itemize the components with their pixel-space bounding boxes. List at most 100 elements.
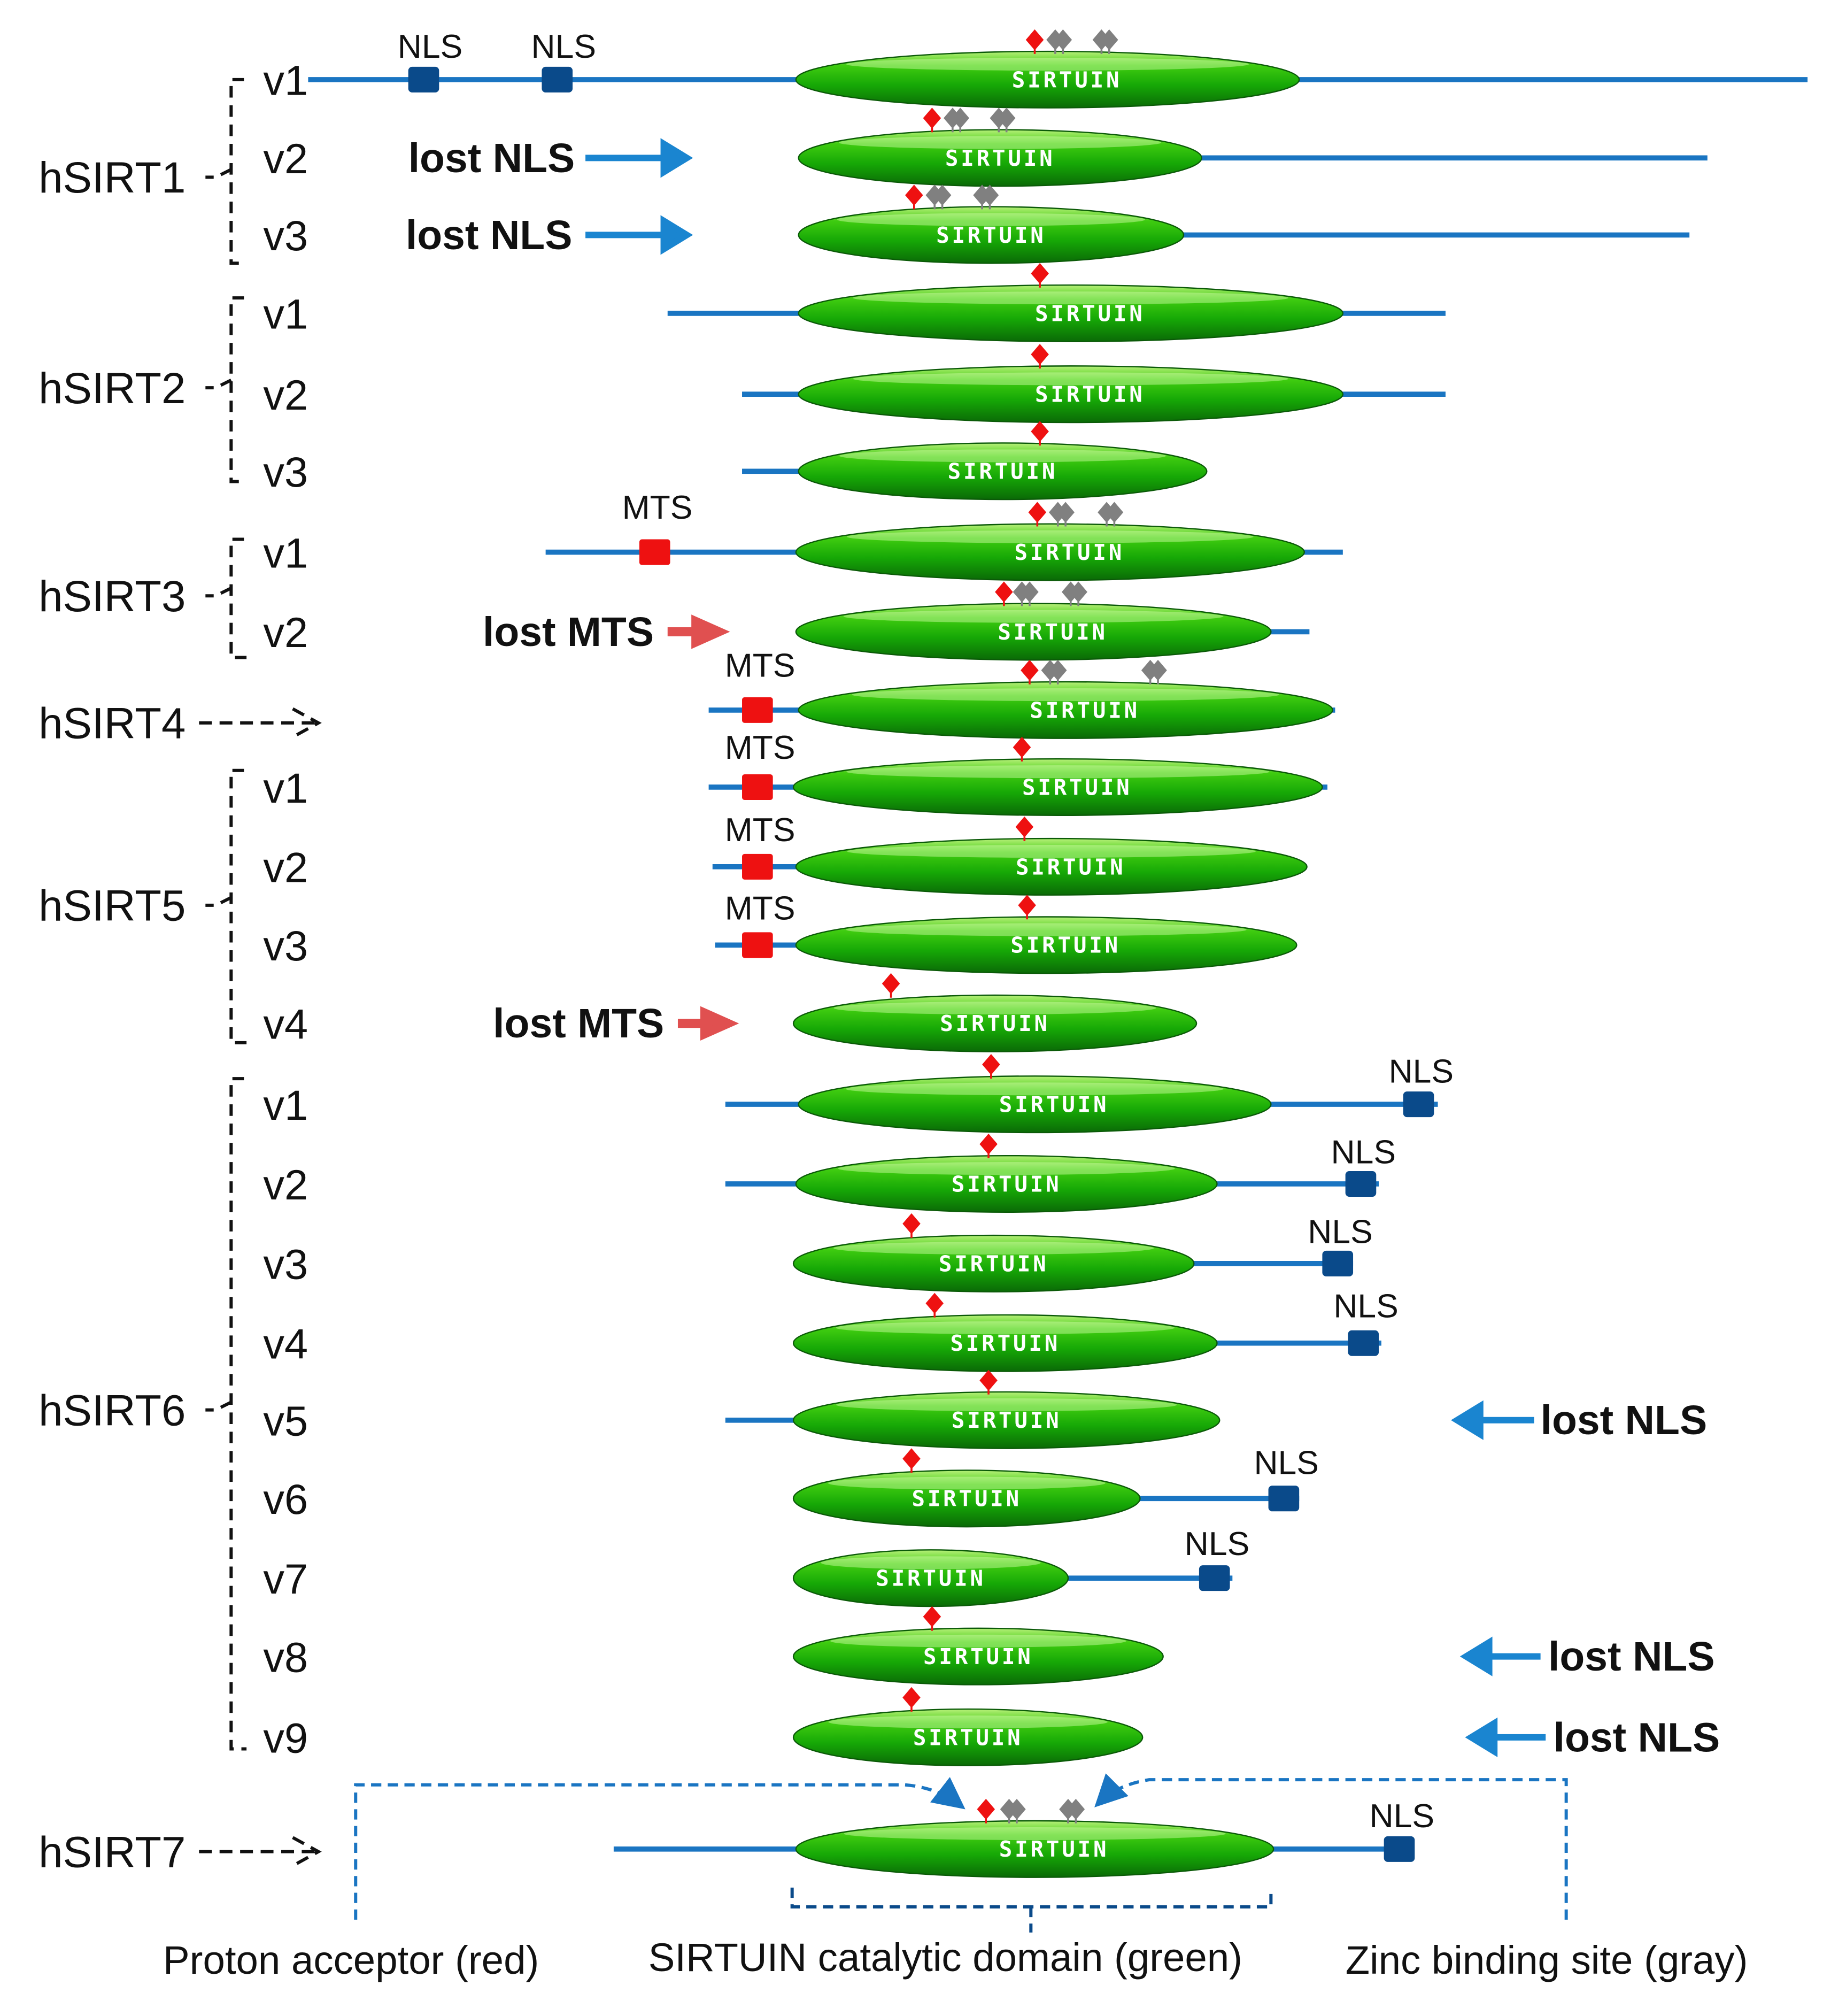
- nls-box: [1322, 1250, 1354, 1276]
- domain-label: SIRTUIN: [952, 1171, 1062, 1197]
- domain-highlight: [836, 1398, 1177, 1411]
- zinc-binding-icon: [980, 184, 999, 210]
- proton-acceptor-icon: [1013, 736, 1031, 761]
- domain-highlight: [836, 1321, 1175, 1334]
- domain-highlight: [844, 1827, 1226, 1841]
- lost-annotation: lost MTS: [493, 1001, 664, 1047]
- domain-label: SIRTUIN: [1030, 697, 1140, 723]
- domain-label: SIRTUIN: [1035, 382, 1145, 407]
- zinc-binding-icon: [1054, 29, 1072, 54]
- sirtuin-domain: [792, 1627, 1164, 1686]
- isoform-row: v4 SIRTUIN lost MTS: [263, 973, 1198, 1052]
- sirtuin-domain: [798, 681, 1333, 739]
- lost-annotation: lost NLS: [406, 212, 573, 258]
- nls-label: NLS: [1331, 1134, 1396, 1171]
- nls-box: [1384, 1836, 1415, 1862]
- isoform-row: v3 SIRTUIN lost NLS: [263, 184, 1690, 264]
- group-hsirt7: hSIRT7 SIRTUIN NLS: [38, 1797, 1434, 1878]
- domain-label: SIRTUIN: [1016, 854, 1126, 880]
- sirtuin-domain: [798, 129, 1202, 187]
- isoform-label: v2: [263, 371, 308, 419]
- domain-label: SIRTUIN: [945, 145, 1055, 171]
- mts-box: [742, 853, 773, 880]
- domain-highlight: [839, 136, 1162, 149]
- sirtuin-domain: [792, 1314, 1218, 1372]
- domain-highlight: [853, 291, 1289, 305]
- proton-acceptor-icon: [902, 1213, 921, 1238]
- mts-box: [742, 697, 773, 723]
- domain-label: SIRTUIN: [936, 222, 1046, 248]
- mts-box: [742, 774, 773, 800]
- legend-proton-acceptor: Proton acceptor (red): [163, 1938, 539, 1982]
- domain-label: SIRTUIN: [923, 1644, 1033, 1669]
- zinc-binding-icon: [951, 107, 970, 133]
- isoform-label: v9: [263, 1714, 308, 1762]
- mts-label: MTS: [725, 811, 795, 849]
- mts-label: MTS: [725, 647, 795, 684]
- sirtuin-domain: [792, 1469, 1141, 1528]
- isoform-label: v1: [263, 529, 308, 576]
- domain-label: SIRTUIN: [952, 1407, 1062, 1433]
- domain-highlight: [821, 1556, 1041, 1569]
- domain-highlight: [846, 923, 1247, 936]
- proton-acceptor-icon: [923, 1606, 941, 1631]
- isoform-row: v8 SIRTUIN lost NLS: [263, 1606, 1715, 1686]
- group-bracket: [205, 768, 247, 1044]
- isoform-row: v2 SIRTUIN MTS: [263, 811, 1308, 896]
- domain-label: SIRTUIN: [1010, 933, 1121, 958]
- domain-highlight: [833, 1242, 1154, 1255]
- proton-acceptor-icon: [923, 107, 941, 133]
- sirtuin-domain: [798, 284, 1344, 342]
- isoform-row: v2 SIRTUIN lost MTS: [263, 581, 1310, 661]
- zinc-binding-icon: [1105, 502, 1124, 527]
- domain-label: SIRTUIN: [950, 1330, 1060, 1356]
- group-label: hSIRT4: [38, 699, 186, 748]
- group-label: hSIRT3: [38, 572, 186, 621]
- nls-box: [1199, 1565, 1230, 1591]
- proton-acceptor-icon: [1018, 895, 1036, 920]
- group-hsirt3: hSIRT3 v1 SIRTUIN MTS v2 SIRTUIN lost MTS: [38, 489, 1343, 661]
- isoform-label: v3: [263, 1241, 308, 1288]
- domain-highlight: [846, 530, 1254, 543]
- domain-highlight: [843, 610, 1224, 623]
- proton-acceptor-icon: [1031, 344, 1049, 369]
- isoform-label: v3: [263, 922, 308, 969]
- zinc-binding-icon: [933, 184, 952, 210]
- lost-annotation: lost NLS: [408, 135, 575, 181]
- sirtuin-domain: [795, 523, 1305, 581]
- domain-highlight: [847, 845, 1256, 858]
- group-bracket: [205, 296, 247, 483]
- isoform-row: v3 SIRTUIN: [263, 421, 1208, 501]
- domain-highlight: [839, 449, 1166, 463]
- domain-label: SIRTUIN: [1022, 774, 1132, 800]
- domain-highlight: [833, 1001, 1156, 1015]
- lost-arrow-icon: [585, 215, 693, 255]
- mts-label: MTS: [725, 729, 795, 766]
- zinc-binding-icon: [1021, 581, 1039, 606]
- lost-annotation: lost MTS: [483, 609, 654, 655]
- isoform-label: v1: [263, 764, 308, 812]
- nls-box: [408, 66, 439, 93]
- proton-acceptor-icon: [1015, 816, 1034, 841]
- domain-label: SIRTUIN: [999, 1836, 1109, 1862]
- nls-box: [542, 66, 573, 93]
- isoform-row: v2 SIRTUIN: [263, 344, 1446, 424]
- sirtuin-domain: [798, 1075, 1272, 1134]
- isoform-label: v2: [263, 844, 308, 891]
- zinc-binding-icon: [1067, 1798, 1085, 1823]
- domain-highlight: [837, 213, 1146, 226]
- isoform-label: v2: [263, 609, 308, 656]
- sirtuin-domain: [795, 1820, 1274, 1878]
- legend-zinc-binding: Zinc binding site (gray): [1346, 1938, 1748, 1982]
- nls-box: [1345, 1171, 1377, 1197]
- isoform-row: v4 SIRTUIN NLS: [263, 1288, 1399, 1372]
- domain-label: SIRTUIN: [876, 1566, 986, 1591]
- zinc-binding-icon: [1048, 659, 1067, 684]
- nls-label: NLS: [1254, 1444, 1318, 1482]
- nls-label: NLS: [531, 28, 596, 65]
- isoform-label: v4: [263, 1001, 308, 1048]
- sirtuin-domain: [792, 758, 1323, 817]
- isoform-label: v3: [263, 212, 308, 259]
- domain-label: SIRTUIN: [1035, 301, 1145, 326]
